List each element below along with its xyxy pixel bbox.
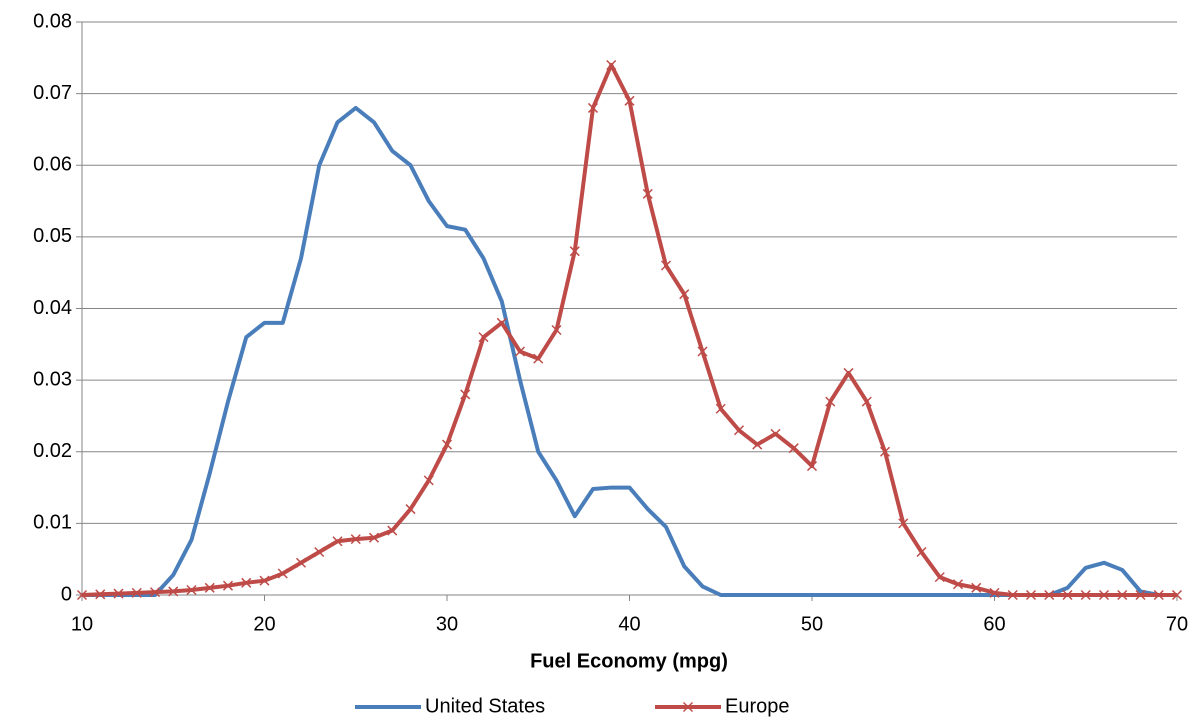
marker <box>423 475 434 486</box>
marker <box>332 536 343 547</box>
marker <box>149 587 161 598</box>
legend-label: Europe <box>725 695 790 717</box>
x-tick-label: 30 <box>436 613 458 635</box>
y-tick-label: 0.04 <box>33 297 72 319</box>
marker <box>514 346 526 357</box>
marker <box>95 589 106 600</box>
marker <box>752 439 763 450</box>
marker <box>898 518 909 529</box>
marker <box>405 504 416 515</box>
marker <box>241 577 252 588</box>
marker <box>204 582 215 593</box>
y-tick-label: 0 <box>61 583 72 605</box>
marker <box>569 246 580 257</box>
series-line <box>81 62 1177 597</box>
marker <box>679 289 690 300</box>
marker <box>843 367 854 378</box>
marker <box>1044 589 1055 601</box>
marker <box>989 587 1000 598</box>
marker <box>76 589 88 601</box>
marker <box>441 439 453 450</box>
marker <box>533 353 544 364</box>
marker <box>478 332 489 343</box>
y-tick-label: 0.07 <box>33 82 72 104</box>
series-line <box>82 105 1177 597</box>
marker <box>1062 589 1073 601</box>
marker <box>715 403 726 414</box>
marker <box>295 557 307 568</box>
marker <box>733 425 745 436</box>
marker <box>642 188 653 199</box>
x-tick-label: 50 <box>801 613 823 635</box>
marker <box>368 532 380 543</box>
y-tick-label: 0.03 <box>33 368 72 390</box>
marker <box>168 586 179 597</box>
y-tick-label: 0.06 <box>33 154 72 176</box>
marker <box>387 525 398 536</box>
marker <box>952 579 964 590</box>
marker <box>1135 589 1146 601</box>
marker <box>113 588 124 599</box>
marker <box>916 546 927 558</box>
marker <box>496 317 507 328</box>
marker <box>314 546 325 558</box>
x-tick-label: 10 <box>71 613 93 635</box>
y-tick-label: 0.05 <box>33 225 72 247</box>
legend-label: United States <box>425 695 545 717</box>
marker <box>879 446 891 457</box>
marker <box>788 443 799 454</box>
marker <box>222 580 234 591</box>
marker <box>825 396 836 407</box>
marker <box>551 324 562 336</box>
marker <box>861 396 872 407</box>
marker <box>806 461 818 472</box>
x-tick-label: 40 <box>618 613 640 635</box>
legend-marker <box>682 701 694 713</box>
marker <box>624 95 635 106</box>
marker <box>1153 589 1164 601</box>
marker <box>460 389 471 400</box>
marker <box>186 584 197 596</box>
marker <box>660 260 672 271</box>
marker <box>259 575 270 586</box>
marker <box>350 534 361 545</box>
x-tick-label: 60 <box>983 613 1005 635</box>
marker <box>770 428 781 439</box>
x-axis-label: Fuel Economy (mpg) <box>530 650 728 672</box>
x-tick-label: 70 <box>1166 613 1188 635</box>
marker <box>587 102 599 113</box>
marker <box>1025 589 1037 601</box>
y-tick-label: 0.02 <box>33 440 72 462</box>
marker <box>1007 589 1018 601</box>
marker <box>1098 589 1110 601</box>
x-tick-label: 20 <box>253 613 275 635</box>
marker <box>1080 589 1091 601</box>
marker <box>971 582 982 593</box>
y-tick-label: 0.08 <box>33 10 72 32</box>
y-tick-label: 0.01 <box>33 512 72 534</box>
marker <box>131 587 142 598</box>
marker <box>697 346 708 357</box>
marker <box>1117 589 1128 601</box>
marker <box>934 572 945 583</box>
marker <box>277 568 288 579</box>
marker <box>1171 589 1183 601</box>
marker <box>606 59 617 71</box>
